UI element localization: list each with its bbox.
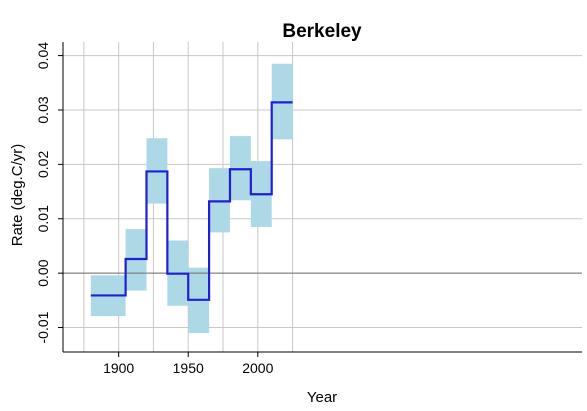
y-tick-label: 0.01 — [35, 205, 51, 232]
y-axis-label: Rate (deg.C/yr) — [9, 144, 26, 247]
x-tick-label: 2000 — [242, 360, 273, 376]
y-tick-label: 0.02 — [35, 151, 51, 178]
axes — [58, 42, 582, 357]
x-tick-label: 1950 — [173, 360, 204, 376]
grid-lines — [63, 42, 582, 352]
rate-step-line — [90, 101, 293, 301]
y-tick-label: 0.03 — [35, 96, 51, 123]
rate-series — [90, 101, 293, 301]
x-axis-label: Year — [307, 389, 337, 406]
tick-labels: 1900 1950 2000 -0.01 0.00 0.01 0.02 0.03 0.04 — [35, 42, 274, 376]
y-tick-label: 0.00 — [35, 259, 51, 286]
chart-title: Berkeley — [282, 21, 362, 42]
y-tick-label: -0.01 — [35, 311, 51, 343]
y-tick-label: 0.04 — [35, 42, 51, 69]
x-tick-label: 1900 — [103, 360, 134, 376]
confidence-bands — [90, 63, 293, 333]
